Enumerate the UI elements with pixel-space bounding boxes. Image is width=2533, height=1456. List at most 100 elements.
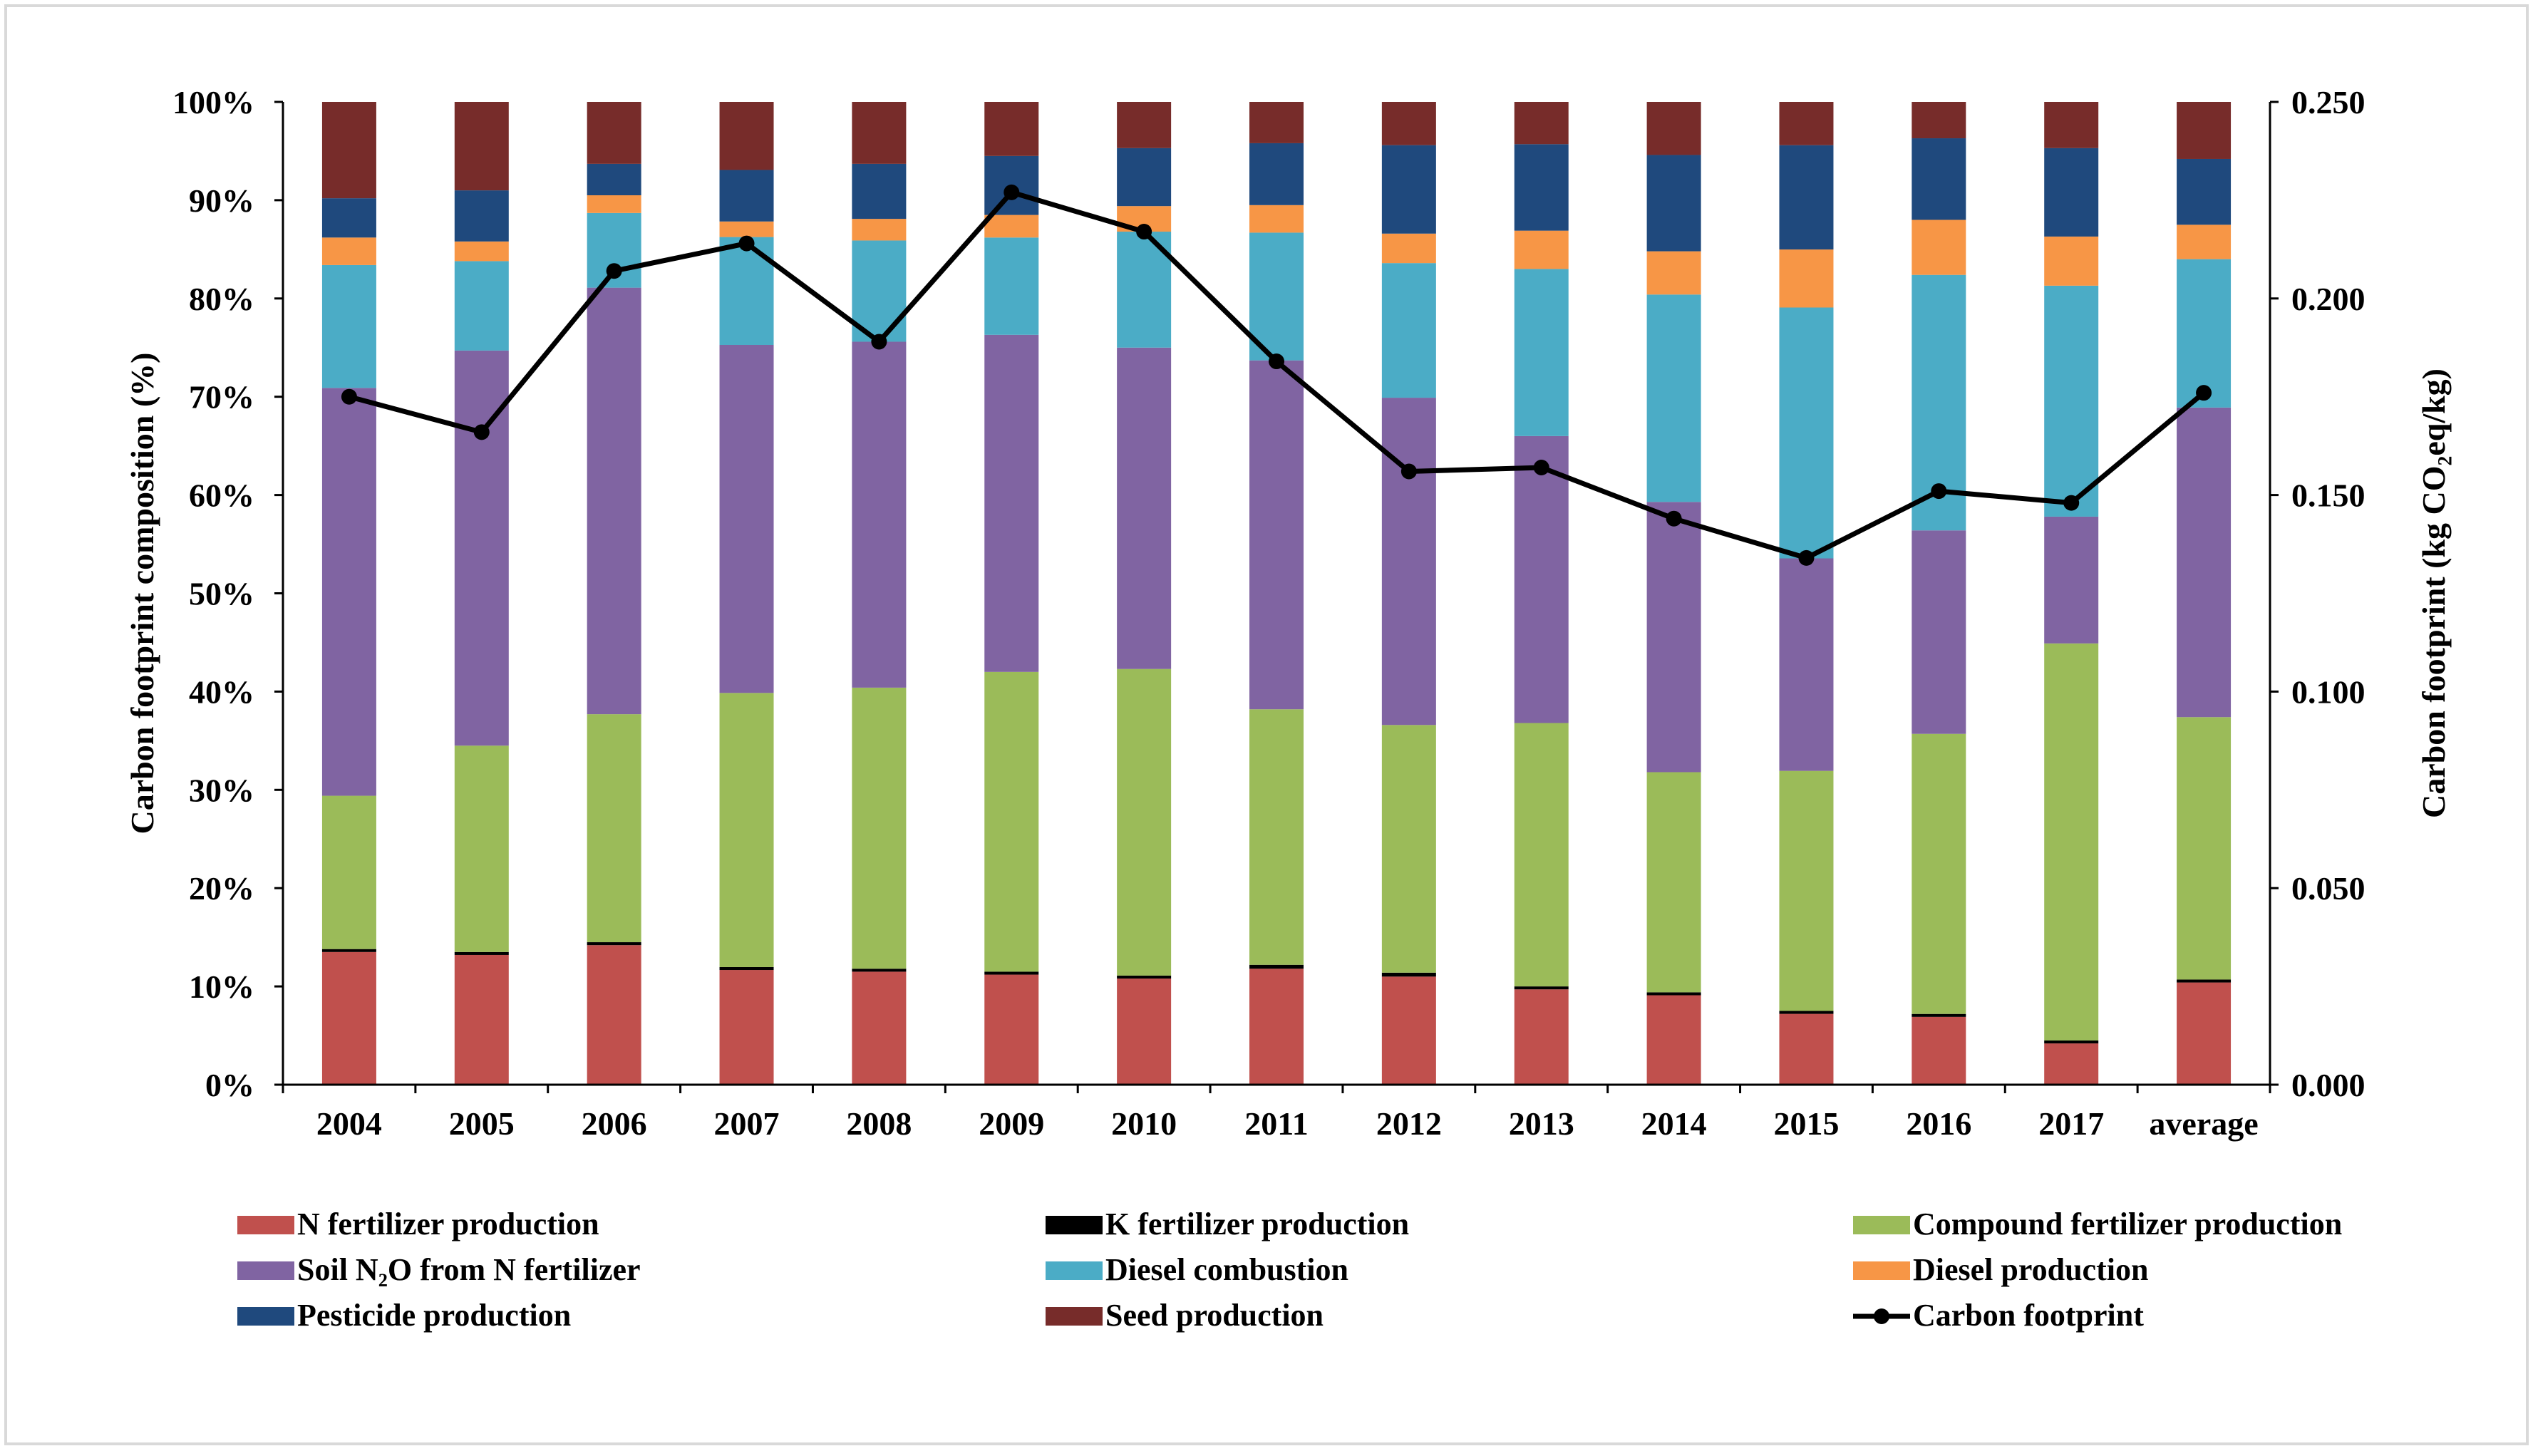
bar-segment-k-fertilizer-production bbox=[1381, 972, 1436, 977]
bar-segment-pesticide-production bbox=[1514, 144, 1569, 231]
bar-segment-diesel-production bbox=[587, 195, 641, 213]
bar-segment-soil-n-o-from-n-fertilizer bbox=[2177, 407, 2232, 718]
y-right-tick-label: 0.200 bbox=[2291, 281, 2366, 317]
bar-segment-k-fertilizer-production bbox=[984, 971, 1039, 975]
bar-segment-pesticide-production bbox=[1912, 138, 1966, 220]
y-left-tick-label: 100% bbox=[172, 84, 254, 120]
bar-segment-diesel-combustion bbox=[1514, 269, 1569, 436]
bar-segment-seed-production bbox=[984, 102, 1039, 156]
bar-segment-n-fertilizer-production bbox=[1514, 989, 1569, 1085]
bar-segment-k-fertilizer-production bbox=[719, 966, 774, 971]
y-left-tick-label: 70% bbox=[189, 379, 254, 415]
carbon-footprint-point bbox=[341, 388, 357, 405]
carbon-footprint-point bbox=[1400, 463, 1417, 480]
bar-segment-n-fertilizer-production bbox=[1117, 979, 1172, 1085]
bar-segment-diesel-production bbox=[984, 215, 1039, 238]
bar-segment-n-fertilizer-production bbox=[1912, 1016, 1966, 1085]
carbon-footprint-point bbox=[606, 263, 622, 279]
bar-segment-compound-fertilizer-production bbox=[321, 795, 376, 949]
bar-segment-compound-fertilizer-production bbox=[454, 745, 509, 952]
y-left-tick-label: 60% bbox=[189, 477, 254, 514]
x-tick-label: 2010 bbox=[1111, 1105, 1177, 1142]
bar-segment-n-fertilizer-production bbox=[2044, 1043, 2099, 1085]
bar-segment-diesel-production bbox=[1381, 233, 1436, 264]
bar-segment-diesel-production bbox=[1779, 249, 1834, 308]
carbon-footprint-point bbox=[2063, 495, 2080, 511]
bar-segment-pesticide-production bbox=[1249, 143, 1304, 205]
y-left-tick-label: 10% bbox=[189, 969, 254, 1005]
bar-segment-n-fertilizer-production bbox=[454, 954, 509, 1085]
bar-segment-soil-n-o-from-n-fertilizer bbox=[984, 334, 1039, 672]
bar-segment-diesel-combustion bbox=[2044, 285, 2099, 517]
bar-segment-seed-production bbox=[1381, 102, 1436, 145]
bar-segment-soil-n-o-from-n-fertilizer bbox=[321, 388, 376, 796]
x-tick-label: 2011 bbox=[1244, 1105, 1308, 1142]
y-left-tick-label: 0% bbox=[205, 1067, 254, 1103]
bar-segment-compound-fertilizer-production bbox=[1249, 709, 1304, 965]
bar-segment-compound-fertilizer-production bbox=[1117, 668, 1172, 976]
bar-segment-k-fertilizer-production bbox=[1117, 975, 1172, 979]
bar-segment-compound-fertilizer-production bbox=[1381, 725, 1436, 973]
legend-swatch-marker bbox=[1874, 1308, 1889, 1324]
axes-layer: 0% 10% 20% 30% 40% 50% 60% 70% 80% 90% 100% 0.000 0.… bbox=[124, 84, 2452, 1142]
x-tick-label: 2013 bbox=[1509, 1105, 1574, 1142]
bar-segment-diesel-combustion bbox=[984, 237, 1039, 335]
carbon-footprint-point bbox=[1798, 549, 1815, 566]
bar-segment-seed-production bbox=[719, 102, 774, 170]
bar-segment-pesticide-production bbox=[1646, 155, 1701, 252]
legend-swatch-pesticide-production bbox=[237, 1307, 294, 1326]
legend-label: Compound fertilizer production bbox=[1913, 1207, 2342, 1241]
x-tick-label: 2004 bbox=[316, 1105, 382, 1142]
bar-segment-compound-fertilizer-production bbox=[2044, 643, 2099, 1041]
y-left-tick-label: 50% bbox=[189, 576, 254, 612]
bar-segment-soil-n-o-from-n-fertilizer bbox=[1646, 502, 1701, 773]
legend-swatch-n-fertilizer-production bbox=[237, 1216, 294, 1234]
bar-segment-n-fertilizer-production bbox=[1381, 976, 1436, 1085]
legend-swatch-diesel-combustion bbox=[1046, 1261, 1103, 1280]
bar-segment-n-fertilizer-production bbox=[2177, 982, 2232, 1085]
y-left-tick-label: 20% bbox=[189, 870, 254, 907]
bar-segment-diesel-production bbox=[2177, 224, 2232, 259]
x-tick-label: 2006 bbox=[582, 1105, 647, 1142]
bar-segment-diesel-production bbox=[852, 219, 907, 241]
bar-segment-seed-production bbox=[321, 102, 376, 199]
x-tick-label: 2016 bbox=[1906, 1105, 1971, 1142]
carbon-footprint-point bbox=[1533, 459, 1549, 475]
bar-segment-soil-n-o-from-n-fertilizer bbox=[719, 344, 774, 693]
bar-segment-seed-production bbox=[2044, 102, 2099, 148]
y-left-tick-label: 80% bbox=[189, 281, 254, 317]
bar-segment-compound-fertilizer-production bbox=[1779, 770, 1834, 1011]
bar-segment-soil-n-o-from-n-fertilizer bbox=[1514, 435, 1569, 723]
carbon-footprint-point bbox=[871, 334, 887, 350]
bar-segment-soil-n-o-from-n-fertilizer bbox=[1117, 347, 1172, 669]
x-tick-label: 2009 bbox=[979, 1105, 1044, 1142]
bar-segment-diesel-production bbox=[1249, 205, 1304, 233]
legend-label: Soil N₂O from N fertilizer bbox=[297, 1252, 641, 1287]
carbon-footprint-point bbox=[738, 235, 755, 252]
bar-segment-compound-fertilizer-production bbox=[2177, 717, 2232, 980]
bar-segment-diesel-production bbox=[719, 221, 774, 237]
bar-segment-pesticide-production bbox=[1779, 145, 1834, 250]
bar-segment-n-fertilizer-production bbox=[587, 945, 641, 1085]
bar-segment-seed-production bbox=[1249, 102, 1304, 143]
y-left-tick-label: 40% bbox=[189, 673, 254, 710]
bar-segment-pesticide-production bbox=[321, 198, 376, 238]
bar-segment-diesel-production bbox=[2044, 236, 2099, 286]
bar-segment-seed-production bbox=[1514, 102, 1569, 145]
bar-segment-soil-n-o-from-n-fertilizer bbox=[1779, 558, 1834, 771]
bar-segment-diesel-production bbox=[1646, 251, 1701, 295]
bar-segment-pesticide-production bbox=[587, 163, 641, 196]
y-right-axis-title: Carbon footprint (kg CO₂eq/kg) bbox=[2415, 368, 2452, 818]
bar-segment-n-fertilizer-production bbox=[321, 951, 376, 1085]
legend-swatch-seed-production bbox=[1046, 1307, 1103, 1326]
bar-segment-soil-n-o-from-n-fertilizer bbox=[1381, 398, 1436, 726]
bar-segment-soil-n-o-from-n-fertilizer bbox=[1249, 360, 1304, 710]
bar-segment-seed-production bbox=[587, 102, 641, 164]
bar-segment-pesticide-production bbox=[719, 170, 774, 222]
legend-swatch-compound-fertilizer-production bbox=[1853, 1216, 1910, 1234]
x-tick-label: average bbox=[2149, 1105, 2258, 1142]
bar-segment-k-fertilizer-production bbox=[1779, 1011, 1834, 1014]
y-right-tick-label: 0.250 bbox=[2291, 84, 2366, 120]
